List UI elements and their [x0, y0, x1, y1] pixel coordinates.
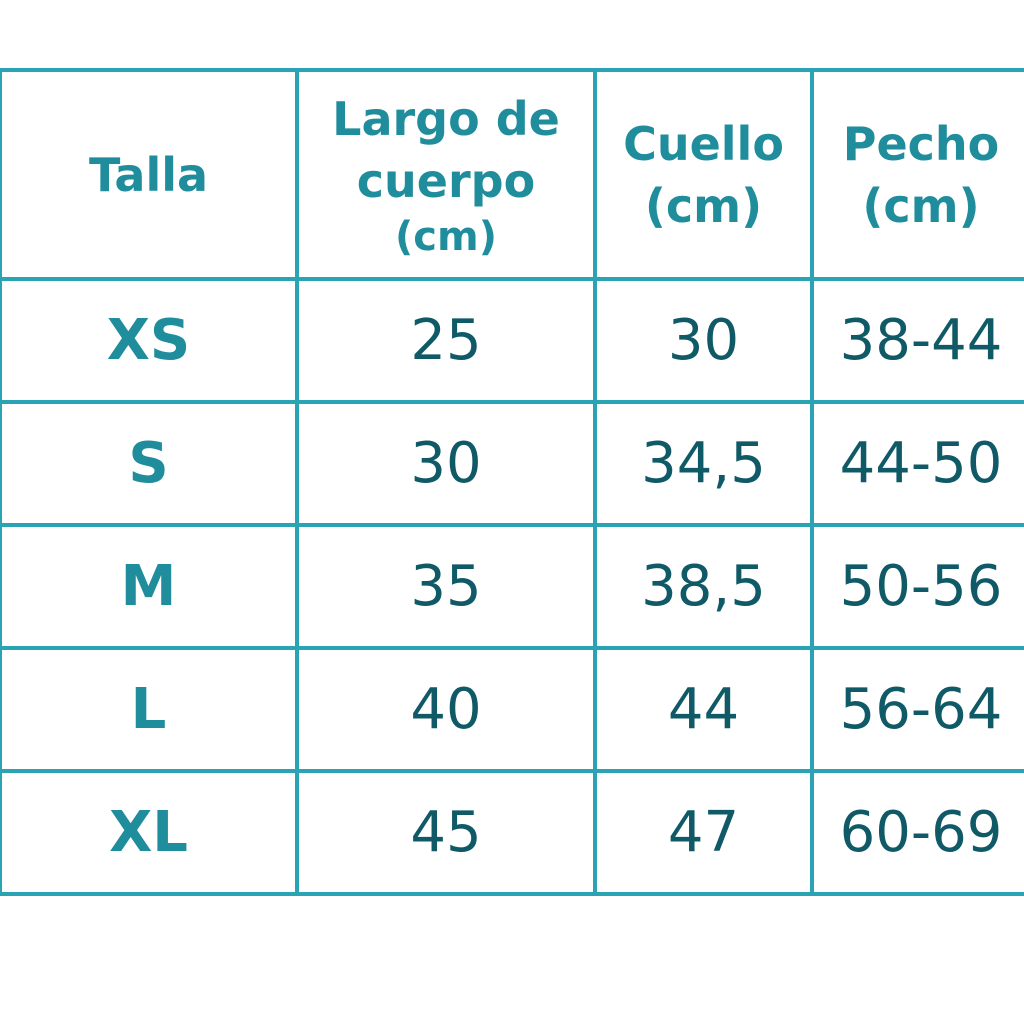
header-label: Pecho [842, 116, 1000, 171]
cell-size: XS [0, 277, 299, 404]
table-row: L 40 44 56-64 [0, 646, 1024, 773]
table-row: S 30 34,5 44-50 [0, 400, 1024, 527]
header-unit: (cm) [644, 178, 763, 233]
header-unit: (cm) [862, 178, 980, 233]
cell-pecho: 50-56 [810, 523, 1024, 650]
header-label: Cuello [623, 116, 784, 171]
header-cuello: Cuello (cm) [593, 68, 814, 281]
cell-largo: 30 [295, 400, 597, 527]
cell-pecho: 60-69 [810, 769, 1024, 896]
header-row: Talla Largo de cuerpo (cm) Cuello (cm) Pec… [0, 68, 1024, 281]
cell-size: M [0, 523, 299, 650]
table-row: XL 45 47 60-69 [0, 769, 1024, 896]
cell-cuello: 38,5 [593, 523, 814, 650]
cell-size: S [0, 400, 299, 527]
cell-pecho: 38-44 [810, 277, 1024, 404]
cell-largo: 45 [295, 769, 597, 896]
cell-size: XL [0, 769, 299, 896]
cell-cuello: 47 [593, 769, 814, 896]
size-chart-table: Talla Largo de cuerpo (cm) Cuello (cm) Pec… [0, 68, 1024, 896]
header-largo: Largo de cuerpo (cm) [295, 68, 597, 281]
cell-pecho: 56-64 [810, 646, 1024, 773]
cell-largo: 40 [295, 646, 597, 773]
cell-cuello: 44 [593, 646, 814, 773]
table-row: XS 25 30 38-44 [0, 277, 1024, 404]
header-label: Talla [88, 147, 209, 202]
cell-size: L [0, 646, 299, 773]
header-unit: (cm) [395, 213, 497, 260]
cell-largo: 25 [295, 277, 597, 404]
header-pecho: Pecho (cm) [810, 68, 1024, 281]
header-talla: Talla [0, 68, 299, 281]
cell-cuello: 34,5 [593, 400, 814, 527]
cell-pecho: 44-50 [810, 400, 1024, 527]
table-row: M 35 38,5 50-56 [0, 523, 1024, 650]
header-label: Largo de cuerpo [332, 91, 560, 208]
cell-cuello: 30 [593, 277, 814, 404]
cell-largo: 35 [295, 523, 597, 650]
